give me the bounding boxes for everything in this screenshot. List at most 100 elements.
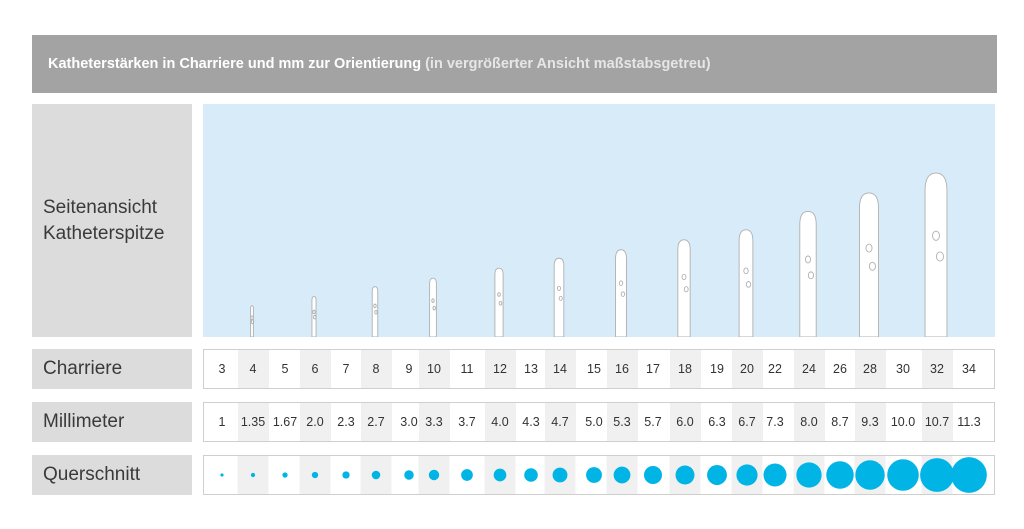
cross-section-dot bbox=[461, 469, 473, 481]
catheter-tip bbox=[677, 239, 691, 337]
charriere-cell: 8 bbox=[360, 350, 392, 388]
drainage-eye bbox=[683, 286, 689, 293]
cross-section-dot bbox=[887, 459, 919, 491]
charriere-cell: 20 bbox=[731, 350, 763, 388]
millimeter-row: 1 1.35 1.67 2.0 2.3 2.7 3.0 3.3 3.7 4.0 4.3 4.7 5.0 5… bbox=[203, 402, 995, 442]
catheter-tip-figure bbox=[250, 172, 948, 337]
drainage-eye bbox=[618, 280, 624, 286]
drainage-eye bbox=[373, 303, 377, 309]
millimeter-cell: 2.3 bbox=[337, 415, 355, 429]
catheter-tip bbox=[615, 249, 627, 337]
charriere-cell: 11 bbox=[460, 362, 474, 376]
cross-section-dot bbox=[855, 460, 885, 490]
cross-section-dot bbox=[920, 458, 954, 492]
cross-section-dot bbox=[404, 470, 414, 480]
millimeter-cell: 5.3 bbox=[606, 403, 638, 441]
catheter-tip bbox=[924, 172, 948, 337]
drainage-eye bbox=[250, 319, 255, 324]
catheter-tip bbox=[371, 286, 379, 337]
side-view-label-line1: Seitenansicht bbox=[43, 196, 158, 218]
cross-section-dot bbox=[796, 462, 822, 488]
drainage-eye bbox=[620, 291, 626, 297]
millimeter-cell: 1 bbox=[218, 415, 226, 429]
cross-section-dot bbox=[736, 464, 758, 486]
millimeter-cell: 8.0 bbox=[793, 403, 825, 441]
millimeter-cell: 3.0 bbox=[400, 415, 418, 429]
drainage-eye bbox=[312, 309, 316, 315]
charriere-cell: 13 bbox=[524, 362, 538, 376]
millimeter-cell: 3.3 bbox=[418, 403, 450, 441]
cross-section-dot bbox=[643, 465, 663, 485]
drainage-eye bbox=[497, 292, 501, 297]
drainage-eye bbox=[743, 267, 749, 275]
side-view-label: Seitenansicht Katheterspitze bbox=[32, 104, 192, 337]
catheter-tip bbox=[859, 192, 879, 337]
drainage-eye bbox=[804, 255, 812, 264]
charriere-cell: 5 bbox=[281, 362, 289, 376]
charriere-cell: 3 bbox=[218, 362, 226, 376]
millimeter-cell: 5.0 bbox=[585, 415, 603, 429]
drainage-eye bbox=[313, 314, 317, 320]
charriere-cell: 28 bbox=[854, 350, 886, 388]
drainage-eye bbox=[432, 305, 436, 311]
catheter-tip bbox=[494, 267, 504, 337]
millimeter-cell: 11.3 bbox=[957, 415, 981, 429]
drainage-eye bbox=[807, 271, 815, 280]
charriere-label: Charriere bbox=[32, 349, 192, 389]
drainage-eye bbox=[935, 251, 944, 262]
cross-section-dot bbox=[524, 468, 538, 482]
catheter-tip bbox=[311, 296, 317, 337]
millimeter-cell: 10.0 bbox=[890, 415, 916, 429]
cross-section-dot bbox=[613, 466, 631, 484]
millimeter-cell: 6.0 bbox=[669, 403, 701, 441]
cross-section-dot bbox=[371, 470, 381, 480]
charriere-cell: 34 bbox=[962, 362, 976, 376]
cross-section-dot bbox=[552, 467, 568, 483]
millimeter-cell: 6.7 bbox=[731, 403, 763, 441]
cross-section-row bbox=[203, 455, 995, 495]
cross-section-dot bbox=[428, 469, 440, 481]
charriere-row: 3 4 5 6 7 8 9 10 11 12 13 14 15 16 17 18 19 20 22 24 26 28 30 3… bbox=[203, 349, 995, 389]
catheter-tip bbox=[429, 277, 437, 337]
cross-section-dot bbox=[282, 472, 288, 478]
charriere-cell: 30 bbox=[896, 362, 910, 376]
charriere-cell: 16 bbox=[606, 350, 638, 388]
charriere-cell: 26 bbox=[833, 362, 847, 376]
catheter-tip bbox=[250, 305, 255, 337]
millimeter-cell: 8.7 bbox=[831, 415, 849, 429]
cross-section-dot bbox=[493, 468, 507, 482]
charriere-cell: 4 bbox=[237, 350, 269, 388]
charriere-cell: 12 bbox=[484, 350, 516, 388]
charriere-cell: 9 bbox=[405, 362, 413, 376]
cross-section-dot bbox=[763, 463, 787, 487]
side-view-label-line2: Katheterspitze bbox=[43, 222, 165, 244]
cross-section-dot bbox=[220, 473, 224, 477]
cross-section-dot bbox=[250, 472, 256, 478]
catheter-tip bbox=[738, 229, 754, 337]
drainage-eye bbox=[374, 310, 378, 315]
catheter-tip bbox=[553, 257, 565, 337]
charriere-cell: 18 bbox=[669, 350, 701, 388]
cross-section-dot bbox=[311, 471, 319, 479]
millimeter-cell: 5.7 bbox=[644, 415, 662, 429]
charriere-cell: 17 bbox=[646, 362, 660, 376]
millimeter-label: Millimeter bbox=[32, 402, 192, 442]
millimeter-cell: 2.7 bbox=[360, 403, 392, 441]
drainage-eye bbox=[557, 285, 561, 291]
charriere-cell: 6 bbox=[299, 350, 331, 388]
cross-section-dot bbox=[951, 457, 987, 493]
cross-section-dot bbox=[707, 465, 727, 485]
charriere-cell: 7 bbox=[342, 362, 350, 376]
drainage-eye bbox=[865, 243, 873, 253]
millimeter-cell: 4.3 bbox=[522, 415, 540, 429]
drainage-eye bbox=[431, 298, 435, 303]
millimeter-cell: 3.7 bbox=[458, 415, 476, 429]
drainage-eye bbox=[868, 261, 876, 271]
drainage-eye bbox=[932, 230, 940, 241]
millimeter-cell: 1.67 bbox=[272, 415, 298, 429]
cross-section-dot bbox=[342, 471, 350, 479]
title-main: Katheterstärken in Charriere und mm zur … bbox=[48, 56, 422, 72]
cross-section-dot bbox=[586, 467, 602, 483]
charriere-cell: 10 bbox=[418, 350, 450, 388]
millimeter-cell: 7.3 bbox=[766, 415, 784, 429]
